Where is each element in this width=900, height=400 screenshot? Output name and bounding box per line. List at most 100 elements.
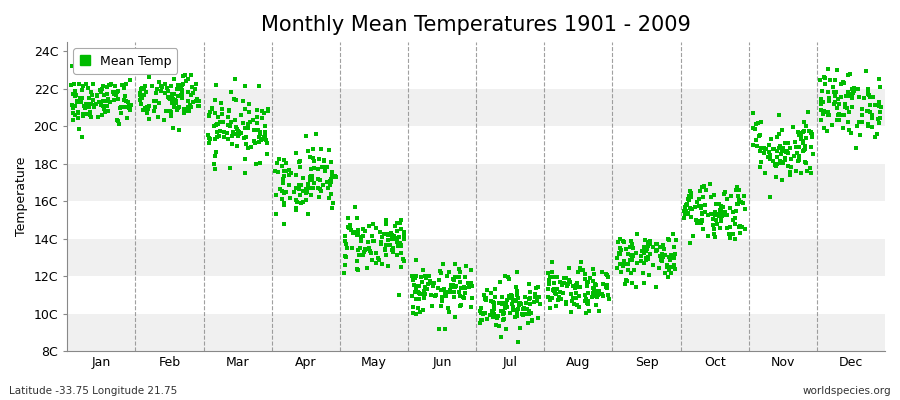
Point	[828, 93, 842, 99]
Point	[522, 280, 536, 287]
Point	[543, 305, 557, 312]
Point	[798, 159, 813, 165]
Point	[752, 132, 767, 138]
Point	[169, 100, 184, 106]
Point	[656, 254, 670, 261]
Point	[499, 326, 513, 332]
Point	[517, 305, 531, 312]
Point	[655, 251, 670, 258]
Point	[111, 118, 125, 124]
Point	[394, 250, 409, 256]
Point	[446, 275, 460, 282]
Point	[494, 308, 508, 314]
Point	[132, 97, 147, 103]
Point	[596, 281, 610, 287]
Point	[668, 265, 682, 272]
Point	[497, 310, 511, 316]
Point	[385, 247, 400, 253]
Point	[857, 95, 871, 101]
Point	[866, 94, 880, 100]
Point	[514, 301, 528, 307]
Point	[366, 238, 381, 245]
Point	[474, 304, 489, 311]
Point	[357, 245, 372, 252]
Point	[843, 70, 858, 77]
Point	[310, 185, 325, 191]
Point	[783, 144, 797, 151]
Point	[362, 222, 376, 229]
Point	[589, 302, 603, 308]
Point	[664, 270, 679, 276]
Point	[76, 111, 90, 117]
Point	[728, 236, 742, 242]
Point	[374, 233, 389, 240]
Point	[770, 134, 784, 140]
Point	[435, 294, 449, 300]
Point	[625, 241, 639, 247]
Point	[696, 194, 710, 200]
Point	[642, 272, 656, 278]
Point	[592, 288, 607, 294]
Point	[387, 233, 401, 239]
Point	[595, 269, 609, 276]
Point	[680, 209, 695, 216]
Point	[135, 95, 149, 102]
Point	[661, 262, 675, 268]
Point	[138, 104, 152, 111]
Point	[443, 288, 457, 295]
Point	[493, 278, 508, 285]
Point	[338, 238, 352, 244]
Point	[842, 109, 856, 116]
Point	[90, 114, 104, 120]
Point	[324, 169, 338, 175]
Point	[103, 99, 117, 106]
Point	[581, 290, 596, 296]
Point	[806, 151, 821, 158]
Point	[164, 113, 178, 120]
Point	[326, 174, 340, 180]
Point	[288, 171, 302, 178]
Point	[873, 115, 887, 121]
Point	[459, 263, 473, 269]
Point	[580, 298, 595, 304]
Point	[570, 280, 584, 286]
Point	[304, 177, 319, 184]
Point	[134, 101, 148, 108]
Point	[487, 306, 501, 312]
Point	[244, 144, 258, 150]
Point	[548, 290, 562, 297]
Point	[814, 87, 829, 94]
Point	[627, 267, 642, 274]
Point	[261, 108, 275, 114]
Point	[827, 89, 842, 96]
Point	[783, 164, 797, 170]
Point	[749, 121, 763, 128]
Point	[842, 127, 857, 134]
Point	[108, 83, 122, 89]
Point	[417, 291, 431, 298]
Point	[289, 197, 303, 203]
Point	[83, 110, 97, 117]
Point	[636, 260, 651, 266]
Point	[390, 228, 404, 234]
Point	[646, 243, 661, 250]
Point	[488, 286, 502, 292]
Point	[313, 176, 328, 183]
Point	[269, 192, 284, 198]
Point	[731, 201, 745, 207]
Point	[569, 289, 583, 296]
Point	[442, 309, 456, 315]
Point	[522, 310, 536, 317]
Point	[600, 282, 615, 288]
Point	[90, 93, 104, 99]
Point	[388, 223, 402, 230]
Point	[654, 258, 669, 264]
Point	[662, 255, 677, 262]
Point	[443, 287, 457, 293]
Point	[409, 272, 423, 279]
Point	[181, 108, 195, 114]
Point	[148, 98, 163, 104]
Point	[859, 68, 873, 74]
Point	[434, 287, 448, 293]
Point	[614, 269, 628, 275]
